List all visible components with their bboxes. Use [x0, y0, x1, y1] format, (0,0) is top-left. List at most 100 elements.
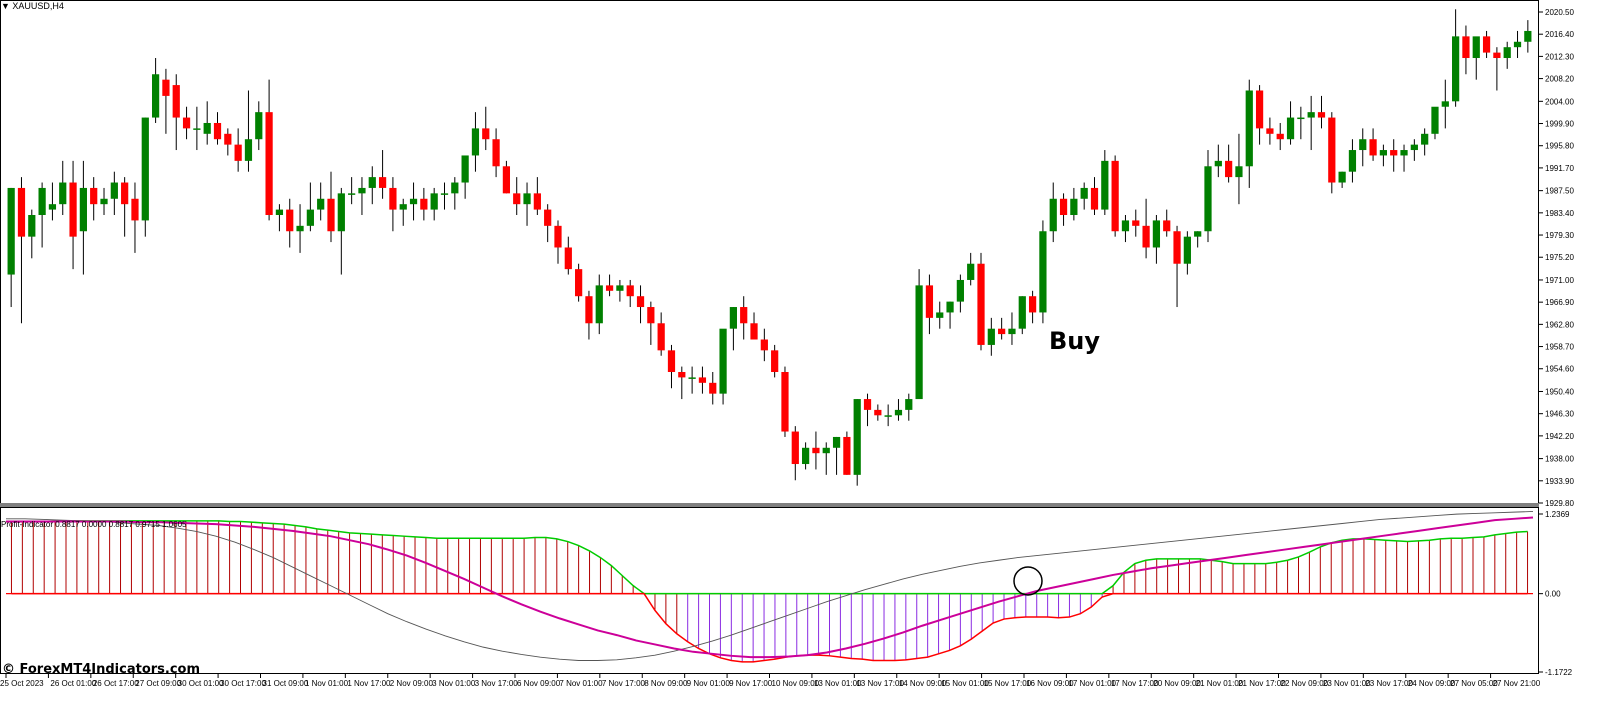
symbol-text: XAUUSD,H4 [12, 1, 64, 11]
candle [1245, 79, 1253, 188]
time-tick-label: 13 Nov 01:00 [814, 679, 862, 688]
candle [554, 220, 562, 264]
candle [193, 106, 201, 151]
candle [657, 312, 665, 356]
candle-body [1039, 231, 1047, 313]
candle-body [348, 193, 356, 195]
candle [172, 74, 180, 151]
window-separator[interactable] [0, 503, 1539, 507]
candle-body [1163, 220, 1171, 232]
time-tick-label: 27 Nov 21:00 [1493, 679, 1541, 688]
candle [1524, 20, 1532, 53]
price-tick-label: 2020.50 [1545, 8, 1574, 17]
time-tick-label: 9 Nov 17:00 [729, 679, 773, 688]
candle-body [1235, 166, 1243, 178]
candle-body [905, 399, 913, 410]
candle-body [698, 377, 707, 383]
candle [337, 187, 345, 275]
price-tick-label: 1946.30 [1545, 410, 1574, 419]
candle [729, 307, 737, 351]
candle-body [151, 74, 160, 118]
candle [451, 177, 459, 210]
candle [286, 198, 294, 248]
indicator-axis: 1.2369 0.00 -1.1722 [1539, 510, 1573, 677]
price-tick-label: 1999.90 [1545, 120, 1574, 129]
candle [348, 177, 356, 205]
candle-body [1183, 236, 1191, 264]
candle [141, 117, 149, 237]
candle [564, 236, 572, 275]
candle-body [626, 285, 634, 297]
candle-body [162, 79, 170, 96]
candle [502, 160, 511, 194]
candle [306, 182, 314, 232]
candle-body [533, 193, 541, 210]
histogram-outline-red [11, 592, 1528, 663]
candle-body [1317, 112, 1326, 118]
candle [378, 150, 387, 199]
candle-body [915, 285, 923, 400]
candle-body [1431, 106, 1439, 134]
candle [275, 204, 284, 232]
candle-body [1173, 231, 1181, 264]
candle [1018, 296, 1026, 335]
candle-body [378, 177, 387, 188]
candle [936, 301, 944, 329]
candle-body [1513, 41, 1522, 48]
candle [1410, 139, 1418, 161]
time-tick-label: 15 Nov 17:00 [984, 679, 1032, 688]
candle-body [244, 139, 253, 161]
candle [709, 371, 717, 405]
candle-body [69, 182, 77, 237]
candle-body [513, 193, 521, 205]
price-tick-label: 1958.70 [1545, 343, 1574, 352]
candle [1204, 150, 1212, 243]
candle-body [1255, 90, 1264, 129]
candle [853, 399, 861, 486]
indicator-window-border [0, 507, 1539, 674]
price-tick-label: 2012.30 [1545, 52, 1574, 61]
candle-body [616, 285, 624, 291]
candle-body [90, 187, 98, 205]
candle-body [1204, 166, 1212, 232]
price-tick-label: 1975.20 [1545, 253, 1574, 262]
candle [1286, 101, 1295, 145]
candle [1400, 144, 1408, 172]
time-tick-label: 10 Nov 09:00 [772, 679, 820, 688]
price-tick-label: 1950.40 [1545, 387, 1574, 396]
candle-body [306, 209, 314, 226]
candle [1008, 312, 1016, 345]
candle-body [1390, 150, 1398, 156]
candle [1028, 290, 1037, 324]
candle-body [791, 431, 799, 465]
candle-body [482, 128, 490, 140]
candle [162, 68, 170, 134]
candle-body [296, 225, 304, 232]
candle-body [265, 112, 273, 216]
candle-body [471, 128, 480, 156]
symbol-label: ▼ XAUUSD,H4 [1, 1, 64, 11]
candle-body [595, 285, 603, 324]
candle [1379, 144, 1388, 167]
candle-body [719, 328, 727, 394]
time-tick-label: 7 Nov 01:00 [559, 679, 603, 688]
candle [317, 182, 325, 221]
candle [740, 296, 748, 340]
time-tick-label: 13 Nov 17:00 [856, 679, 904, 688]
candle [482, 106, 490, 151]
candle [1183, 231, 1191, 275]
candle-body [946, 301, 954, 313]
candle [1359, 128, 1367, 167]
candle [90, 177, 98, 221]
candle-body [967, 263, 975, 280]
candle [1493, 47, 1501, 91]
candle [812, 431, 820, 470]
candle [327, 171, 335, 243]
candle [843, 431, 851, 475]
candle [234, 128, 242, 172]
candle-body [1421, 133, 1429, 145]
candle [1472, 36, 1480, 80]
candle [224, 128, 232, 156]
time-tick-label: 3 Nov 01:00 [432, 679, 476, 688]
